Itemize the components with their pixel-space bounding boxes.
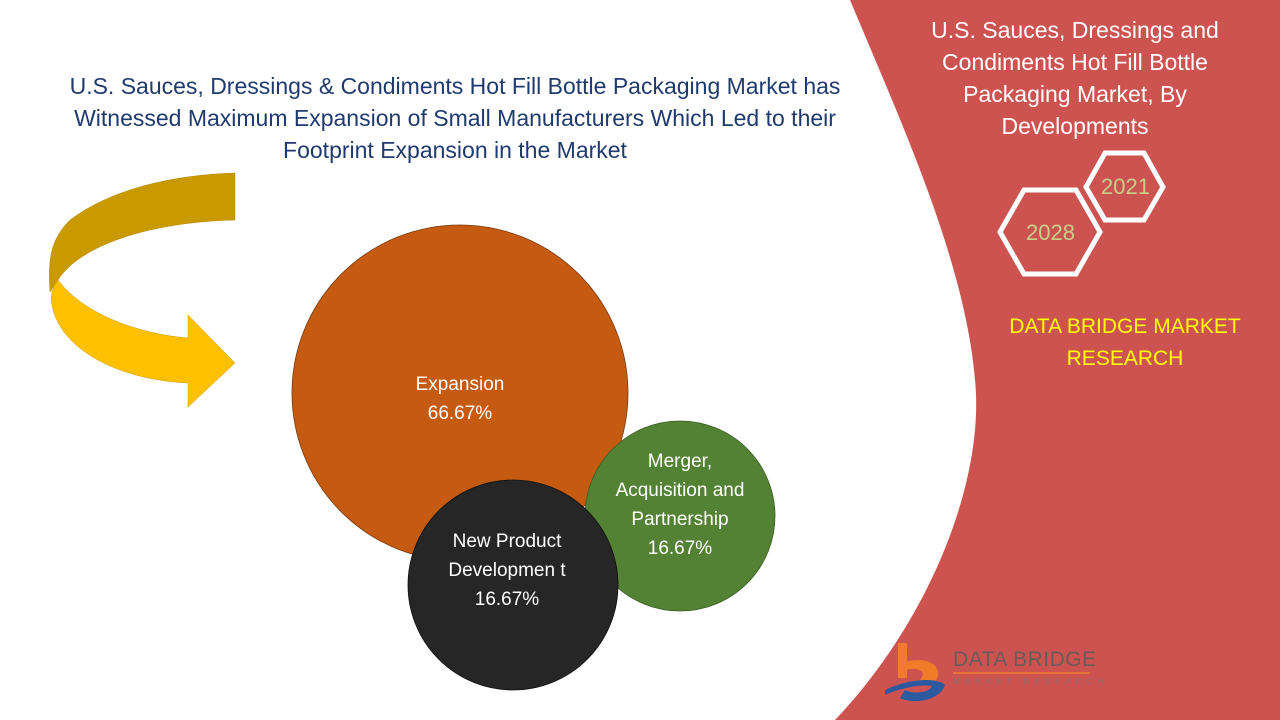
bubble-new-product-value: 16.67% [474,589,540,610]
bubble-expansion-name: Expansion [415,374,505,395]
headline: U.S. Sauces, Dressings & Condiments Hot … [69,73,841,163]
hexagon-2021 [1083,150,1166,223]
curved-arrow-top-band [49,172,236,293]
bubble-expansion-label: Expansion 66.67% [380,370,540,428]
year-2028: 2028 [1026,220,1075,245]
bubble-expansion-value: 66.67% [427,403,493,424]
logo-subtext: MARKET RESEARCH [953,677,1108,686]
hexagon-2028 [997,187,1103,277]
red-side-panel [835,0,1280,720]
brand-text: DATA BRIDGE MARKET RESEARCH [1009,315,1241,370]
curved-arrow-bottom-band [51,279,236,408]
bubble-merger-name: Merger, Acquisition and Partnership [615,451,745,530]
logo-icon [885,643,1090,702]
year-2021: 2021 [1101,174,1150,199]
bubble-new-product-label: New Product Developmen t 16.67% [447,527,567,614]
logo-text: DATA BRIDGE [953,648,1097,671]
bubble-new-product-name: New Product Developmen t [448,531,566,581]
bubble-merger-label: Merger, Acquisition and Partnership 16.6… [615,447,745,563]
bubble-merger-value: 16.67% [647,538,713,559]
panel-title: U.S. Sauces, Dressings and Condiments Ho… [931,17,1219,139]
bubble-new-product [407,479,619,691]
